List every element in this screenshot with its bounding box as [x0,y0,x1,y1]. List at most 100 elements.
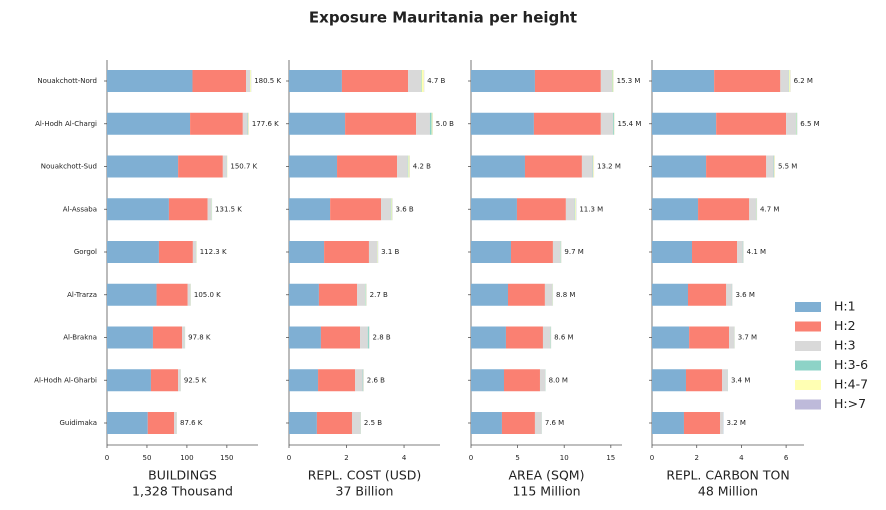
bar-segment [365,283,367,306]
bar-segment [156,283,188,306]
bar-segment [416,112,430,135]
bar-segment [421,70,422,92]
total-label: 2.6 B [367,376,385,384]
bar-segment [187,283,191,306]
bar-segment [289,155,338,178]
legend-label: H:1 [834,299,856,314]
total-label: 8.0 M [549,376,568,384]
bar-segment [168,198,208,221]
bar-segment [471,326,506,349]
bar-segment [158,241,193,263]
bar-segment [107,283,157,306]
total-label: 6.2 M [794,77,813,85]
total-label: 4.7 B [427,77,445,85]
legend-label: H:4-7 [834,377,868,392]
bar-segment [178,155,223,178]
bar-segment [107,241,159,263]
bar-segment [190,112,243,135]
bar-segment [652,412,684,434]
bar-segment [471,369,504,392]
bar-segment [612,112,614,135]
bar-segment [289,283,319,306]
bar-segment [612,70,614,92]
category-label: Al-Assaba [63,205,97,213]
x-axis-subtitle: 1,328 Thousand [132,484,233,499]
bar-segment [687,283,727,306]
bar-segment [565,198,575,221]
bar-segment [726,283,732,306]
x-tick-label: 0 [650,454,654,462]
total-label: 9.7 M [564,248,583,256]
bar-segment [182,326,185,349]
bar-segment [552,241,561,263]
bar-segment [774,155,775,178]
bar-segment [471,155,525,178]
bar-segment [289,198,331,221]
total-label: 2.7 B [370,291,388,299]
x-axis-label: BUILDINGS [148,468,217,483]
bar-segment [381,198,391,221]
total-label: 11.3 M [579,205,603,213]
bar-segment [471,283,509,306]
total-label: 3.7 M [738,334,757,342]
bar-segment [248,112,249,135]
bar-segment [716,112,787,135]
bar-segment [345,112,417,135]
bar-segment [542,326,551,349]
bar-segment [152,326,183,349]
bar-segment [107,412,148,434]
total-label: 6.5 M [800,120,819,128]
bar-segment [652,283,688,306]
bar-segment [107,326,153,349]
bar-segment [780,70,789,92]
total-label: 4.2 B [413,163,431,171]
bar-segment [501,412,535,434]
bar-segment [367,326,369,349]
bar-segment [516,198,566,221]
bar-segment [107,70,193,92]
bar-segment [318,369,356,392]
total-label: 3.4 M [731,376,750,384]
bar-segment [471,241,511,263]
x-tick-label: 0 [287,454,291,462]
bar-segment [289,70,342,92]
bar-segment [360,326,368,349]
legend-swatch [795,360,821,371]
x-tick-label: 4 [402,454,407,462]
bar-segment [357,283,366,306]
bar-segment [207,198,212,221]
total-label: 5.0 B [436,120,454,128]
legend-swatch [795,302,821,312]
bar-segment [242,112,248,135]
total-label: 8.8 M [556,291,575,299]
bar-segment [355,369,363,392]
total-label: 92.5 K [184,376,207,384]
x-tick-label: 100 [180,454,193,462]
legend-swatch [795,399,821,410]
total-label: 177.6 K [252,120,279,128]
bar-segment [600,112,613,135]
bar-segment [178,369,181,392]
bar-segment [362,369,364,392]
category-label: Nouakchott-Nord [37,77,97,85]
bar-segment [408,70,422,92]
bar-segment [706,155,767,178]
bar-segment [503,369,540,392]
bar-segment [330,198,382,221]
category-label: Al-Hodh Al-Gharbi [34,376,97,384]
x-axis-label: REPL. CARBON TON [666,468,789,483]
bar-segment [429,112,432,135]
bar-segment [341,70,409,92]
bar-segment [729,326,735,349]
bar-segment [575,198,577,221]
bar-segment [318,283,358,306]
bar-segment [289,369,319,392]
bar-segment [524,155,582,178]
x-tick-label: 4 [739,454,744,462]
bar-segment [390,198,392,221]
bar-segment [689,326,730,349]
bar-segment [246,70,251,92]
bar-segment [652,155,707,178]
bar-segment [510,241,553,263]
bar-segment [324,241,369,263]
